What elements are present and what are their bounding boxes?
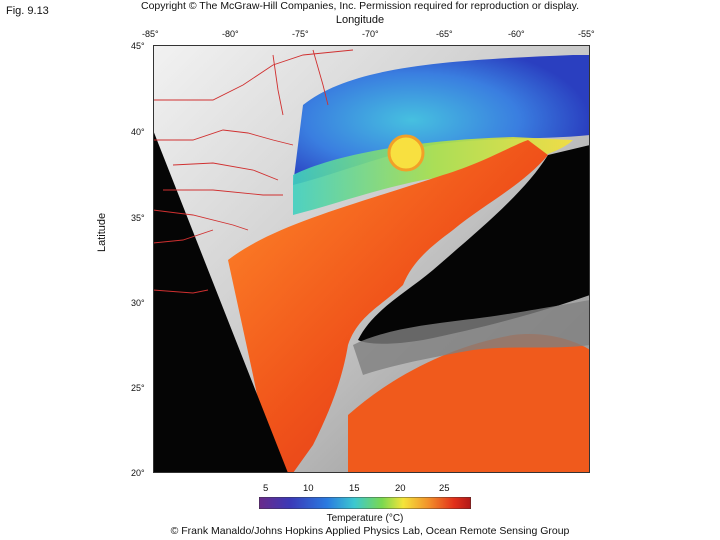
y-axis-label: Latitude [96,212,108,252]
temperature-colorbar [259,497,471,509]
no-data-west [153,130,288,473]
y-tick: 30° [131,298,145,308]
x-tick: -80° [222,29,239,39]
x-tick: -55° [578,29,595,39]
no-data-east [358,145,590,344]
political-borders [153,49,354,294]
y-tick: 40° [131,127,145,137]
x-tick: -75° [292,29,309,39]
y-tick: 20° [131,468,145,478]
x-axis-label: Longitude [335,14,385,26]
copyright-notice: Copyright © The McGraw-Hill Companies, I… [140,0,580,12]
x-tick: -70° [362,29,379,39]
x-tick: -85° [142,29,159,39]
y-tick: 45° [131,41,145,51]
x-tick: -60° [508,29,525,39]
x-tick: -65° [436,29,453,39]
figure-label: Fig. 9.13 [6,5,49,17]
colorbar-tick: 5 [263,483,269,494]
colorbar-tick: 15 [349,483,360,494]
y-tick: 25° [131,383,145,393]
colorbar-tick: 10 [303,483,314,494]
image-credit: © Frank Manaldo/Johns Hopkins Applied Ph… [170,525,570,537]
colorbar-tick: 20 [395,483,406,494]
y-tick: 35° [131,213,145,223]
sargasso-warm-region [348,333,590,473]
colorbar-tick: 25 [439,483,450,494]
sea-surface-temperature-map [153,45,590,473]
map-frame [153,45,590,473]
warm-core-eddy [387,134,425,172]
gulf-stream-region [228,140,548,473]
colorbar-title: Temperature (°C) [326,513,404,524]
cloud-band [353,300,590,375]
